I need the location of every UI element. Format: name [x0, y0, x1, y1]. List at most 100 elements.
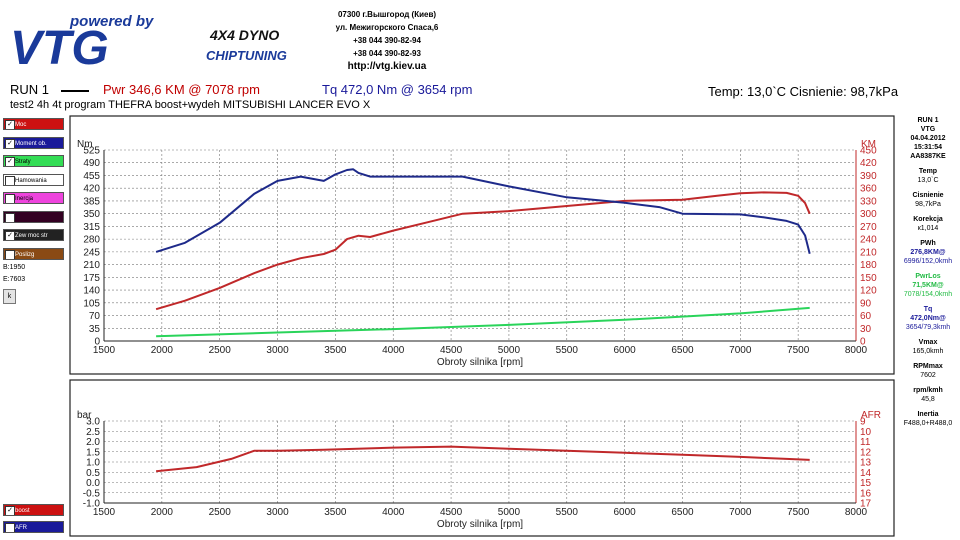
checkbox[interactable]: ✓ [5, 506, 15, 515]
legend-item-8[interactable]: Poslizg [3, 247, 64, 260]
y-tick-label-right: 330 [860, 196, 877, 207]
checkbox[interactable] [5, 212, 15, 222]
checkbox[interactable] [5, 175, 15, 185]
side-pwrlos-sub: 7078/154,0kmh [903, 291, 953, 298]
run-label: RUN 1 [10, 82, 89, 97]
side-pwh-sub: 6996/152,0kmh [903, 258, 953, 265]
x-tick-label: 2500 [209, 345, 232, 356]
side-rpmmax-value: 7602 [920, 372, 936, 379]
y-tick-label-right: 15 [860, 478, 872, 489]
legend-item-4[interactable]: Hamowania [3, 173, 64, 186]
legend-item-7[interactable]: ✓ Zew moc str [3, 229, 64, 241]
checkbox[interactable] [5, 194, 15, 203]
side-info-panel: RUN 1 VTG 04.04.2012 15:31:54 AA8387KE Temp 1… [896, 116, 960, 434]
legend-label: Moment ob. [15, 140, 47, 147]
y-tick-label-left: 315 [83, 222, 100, 233]
series-line-moc [155, 191, 811, 311]
pwr-summary: Pwr 346,6 KM @ 7078 rpm [103, 82, 260, 97]
side-temp-value: 13,0`C [917, 177, 939, 184]
side-inertia-label: Inertia [917, 411, 939, 418]
legend-item-5[interactable]: Inercja [3, 192, 64, 204]
side-vmax-value: 165,0kmh [912, 348, 944, 355]
legend-item-3[interactable]: ✓ Straty [3, 155, 64, 167]
legend-item-2[interactable]: ✓ Moment ob. [3, 136, 64, 149]
x-tick-label: 5500 [556, 345, 579, 356]
side-company: VTG [920, 126, 936, 133]
y-tick-label-left: 3.0 [86, 417, 100, 428]
y-tick-label-right: 270 [860, 222, 877, 233]
tq-summary: Tq 472,0 Nm @ 3654 rpm [322, 82, 473, 97]
x-tick-label: 3500 [324, 507, 347, 518]
y-tick-label-left: 210 [83, 260, 100, 271]
legend-label: Straty [15, 159, 31, 165]
y-tick-label-left: 2.0 [86, 437, 100, 448]
y-tick-label-left: 105 [83, 298, 100, 309]
y-tick-label-right: 13 [860, 458, 872, 469]
side-rpmmax-label: RPMmax [913, 363, 943, 370]
y-tick-label-right: 210 [860, 247, 877, 258]
x-tick-label: 6500 [671, 507, 694, 518]
legend-bottom-item-1[interactable]: ✓ boost [3, 504, 64, 516]
side-corr-value: к1,014 [917, 225, 939, 232]
top-panel-frame [69, 115, 895, 375]
side-pwrlos-label: PwrLos [915, 273, 941, 280]
checkbox[interactable] [5, 523, 15, 532]
x-tick-label: 2000 [151, 507, 174, 518]
side-corr-label: Korekcja [913, 216, 943, 223]
legend-item-1[interactable]: ✓ Moc [3, 118, 64, 130]
x-tick-label: 4500 [440, 345, 463, 356]
y-tick-label-left: 2.5 [86, 427, 100, 438]
y-tick-label-right: 390 [860, 171, 877, 182]
legend-item-6[interactable] [3, 210, 64, 223]
y-tick-label-left: 70 [89, 311, 101, 322]
y-tick-label-left: -0.5 [83, 488, 101, 499]
checkbox[interactable]: ✓ [5, 157, 15, 166]
y-tick-label-left: 140 [83, 286, 100, 297]
x-tick-label: 6000 [613, 507, 636, 518]
y-tick-label-right: 120 [860, 286, 877, 297]
y-tick-label-right: 150 [860, 273, 877, 284]
y-tick-label-left: 245 [83, 247, 100, 258]
boost-afr-chart: 1500 2000 2500 3000 3500 4000 4500 5000 5500 6000… [77, 410, 881, 530]
x-tick-label: 3500 [324, 345, 347, 356]
x-tick-label: 7500 [787, 345, 810, 356]
logo-text: VTG [10, 22, 109, 75]
y-tick-label-right: 14 [860, 468, 872, 479]
legend-label: Poslizg [15, 251, 35, 258]
side-pwh-label: PWh [920, 240, 936, 247]
x-tick-label: 5500 [556, 507, 579, 518]
side-tq-sub: 3654/79,3kmh [905, 324, 951, 331]
side-inertia-value: F488,0+R488,0 [903, 420, 953, 427]
side-run: RUN 1 [917, 117, 939, 124]
x-tick-label: 7500 [787, 507, 810, 518]
checkbox[interactable] [5, 249, 15, 259]
power-torque-chart: 1500 2000 2500 3000 3500 4000 4500 5000 5500 6000… [77, 139, 877, 368]
e-value: E:7603 [3, 276, 26, 283]
y-tick-label-right: 12 [860, 447, 872, 458]
x-tick-label: 7000 [729, 507, 752, 518]
checkbox[interactable]: ✓ [5, 120, 15, 129]
y-tick-label-left: 0.5 [86, 468, 100, 479]
env-summary: Temp: 13,0`C Cisnienie: 98,7kPa [708, 84, 899, 99]
y-tick-label-right: 180 [860, 260, 877, 271]
x-tick-label: 3000 [266, 345, 289, 356]
y-tick-label-right: 240 [860, 235, 877, 246]
legend-label: Inercja [15, 196, 34, 202]
y-tick-label-left: 0.0 [86, 478, 100, 489]
x-tick-label: 5000 [498, 507, 521, 518]
checkbox[interactable]: ✓ [5, 231, 15, 240]
legend-bottom-item-2[interactable]: AFR [3, 521, 64, 533]
side-plate: AA8387KE [910, 153, 946, 160]
b-value: B:1950 [3, 264, 26, 271]
x-tick-label: 6500 [671, 345, 694, 356]
contact-url[interactable]: http://vtg.kiev.ua [347, 61, 427, 72]
y-tick-label-left: 1.0 [86, 458, 100, 469]
checkbox[interactable]: ✓ [5, 138, 15, 148]
vtg-logo: powered by VTG 4X4 DYNO CHIPTUNING [10, 13, 287, 75]
series-line-boost [155, 445, 810, 473]
y-tick-label-left: 0 [94, 337, 100, 348]
y-axis-label-right: AFR [861, 410, 881, 421]
y-axis-label-left: bar [77, 410, 92, 421]
k-button[interactable]: k [3, 289, 16, 304]
bottom-panel-frame [69, 379, 895, 537]
